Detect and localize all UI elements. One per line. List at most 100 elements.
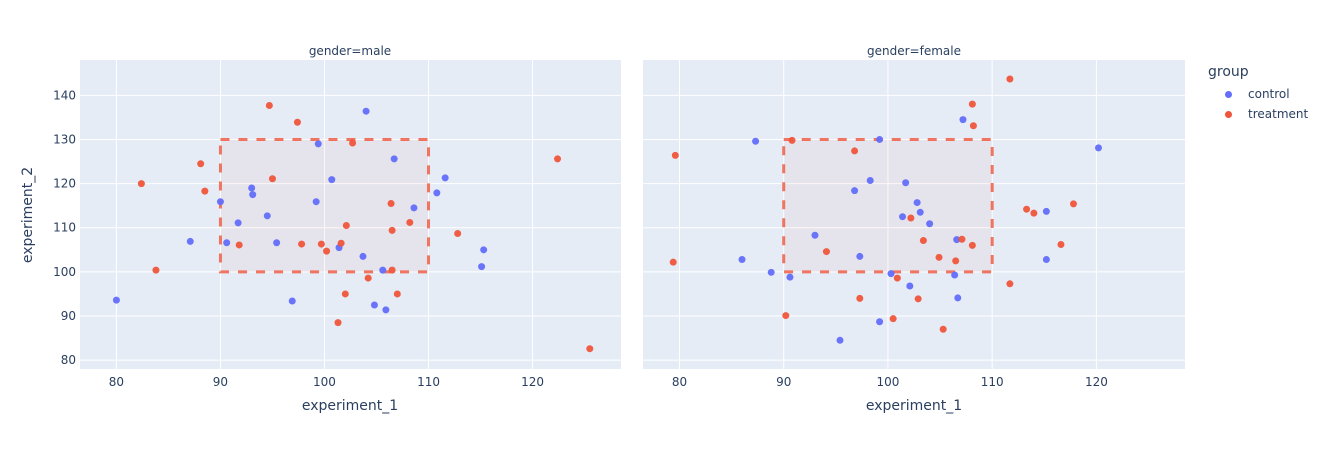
data-point-control[interactable]	[953, 236, 961, 244]
data-point-treatment[interactable]	[851, 147, 859, 155]
data-point-control[interactable]	[851, 187, 859, 195]
data-point-treatment[interactable]	[1069, 200, 1077, 208]
data-point-treatment[interactable]	[388, 266, 396, 274]
data-point-control[interactable]	[856, 252, 864, 260]
data-point-treatment[interactable]	[349, 139, 357, 147]
data-point-treatment[interactable]	[197, 160, 205, 168]
data-point-treatment[interactable]	[265, 101, 273, 109]
plot-background[interactable]	[80, 60, 621, 369]
data-point-control[interactable]	[480, 246, 488, 254]
data-point-control[interactable]	[234, 219, 242, 227]
data-point-treatment[interactable]	[856, 294, 864, 302]
data-point-control[interactable]	[1042, 256, 1050, 264]
data-point-control[interactable]	[752, 137, 760, 145]
data-point-treatment[interactable]	[337, 239, 345, 247]
data-point-treatment[interactable]	[782, 312, 790, 320]
data-point-control[interactable]	[738, 256, 746, 264]
data-point-control[interactable]	[441, 174, 449, 182]
data-point-control[interactable]	[959, 116, 967, 124]
data-point-control[interactable]	[866, 177, 874, 185]
data-point-treatment[interactable]	[952, 257, 960, 265]
data-point-treatment[interactable]	[889, 315, 897, 323]
legend-item-treatment[interactable]: treatment	[1208, 104, 1308, 124]
data-point-treatment[interactable]	[586, 345, 594, 353]
data-point-treatment[interactable]	[323, 247, 331, 255]
data-point-treatment[interactable]	[1006, 280, 1014, 288]
data-point-treatment[interactable]	[268, 175, 276, 183]
data-point-control[interactable]	[1094, 144, 1102, 152]
data-point-treatment[interactable]	[939, 325, 947, 333]
data-point-treatment[interactable]	[914, 295, 922, 303]
data-point-control[interactable]	[390, 155, 398, 163]
data-point-treatment[interactable]	[406, 218, 414, 226]
data-point-control[interactable]	[811, 231, 819, 239]
data-point-treatment[interactable]	[341, 290, 349, 298]
data-point-treatment[interactable]	[1030, 209, 1038, 217]
data-point-treatment[interactable]	[152, 266, 160, 274]
data-point-treatment[interactable]	[968, 241, 976, 249]
data-point-control[interactable]	[263, 212, 271, 220]
plot-background[interactable]	[643, 60, 1185, 369]
data-point-control[interactable]	[954, 294, 962, 302]
data-point-treatment[interactable]	[788, 136, 796, 144]
data-point-treatment[interactable]	[317, 240, 325, 248]
data-point-treatment[interactable]	[822, 248, 830, 256]
data-point-control[interactable]	[328, 176, 336, 184]
data-point-control[interactable]	[410, 204, 418, 212]
data-point-control[interactable]	[379, 266, 387, 274]
data-point-control[interactable]	[913, 199, 921, 207]
data-point-control[interactable]	[478, 263, 486, 271]
data-point-control[interactable]	[906, 282, 914, 290]
data-point-treatment[interactable]	[334, 319, 342, 327]
data-point-control[interactable]	[248, 184, 256, 192]
data-point-treatment[interactable]	[201, 187, 209, 195]
data-point-treatment[interactable]	[1023, 205, 1031, 213]
data-point-control[interactable]	[876, 135, 884, 143]
data-point-control[interactable]	[186, 237, 194, 245]
data-point-treatment[interactable]	[893, 274, 901, 282]
data-point-treatment[interactable]	[919, 237, 927, 245]
data-point-control[interactable]	[926, 220, 934, 228]
data-point-treatment[interactable]	[969, 122, 977, 130]
data-point-treatment[interactable]	[342, 222, 350, 230]
data-point-treatment[interactable]	[387, 199, 395, 207]
data-point-treatment[interactable]	[907, 214, 915, 222]
data-point-treatment[interactable]	[293, 118, 301, 126]
data-point-treatment[interactable]	[393, 290, 401, 298]
data-point-treatment[interactable]	[968, 100, 976, 108]
data-point-control[interactable]	[370, 301, 378, 309]
data-point-control[interactable]	[899, 213, 907, 221]
data-point-control[interactable]	[362, 107, 370, 115]
data-point-control[interactable]	[887, 270, 895, 278]
data-point-control[interactable]	[382, 306, 390, 314]
data-point-control[interactable]	[786, 273, 794, 281]
data-point-control[interactable]	[223, 239, 231, 247]
data-point-treatment[interactable]	[958, 235, 966, 243]
data-point-control[interactable]	[902, 179, 910, 187]
data-point-treatment[interactable]	[298, 240, 306, 248]
data-point-control[interactable]	[288, 297, 296, 305]
data-point-control[interactable]	[1042, 207, 1050, 215]
data-point-treatment[interactable]	[235, 241, 243, 249]
data-point-control[interactable]	[916, 208, 924, 216]
data-point-treatment[interactable]	[554, 155, 562, 163]
data-point-treatment[interactable]	[1006, 75, 1014, 83]
data-point-treatment[interactable]	[935, 253, 943, 261]
data-point-control[interactable]	[767, 268, 775, 276]
data-point-control[interactable]	[112, 296, 120, 304]
legend-item-control[interactable]: control	[1208, 84, 1308, 104]
data-point-control[interactable]	[836, 336, 844, 344]
data-point-control[interactable]	[216, 198, 224, 206]
data-point-treatment[interactable]	[669, 258, 677, 266]
data-point-control[interactable]	[312, 198, 320, 206]
data-point-control[interactable]	[876, 318, 884, 326]
data-point-treatment[interactable]	[671, 151, 679, 159]
data-point-treatment[interactable]	[1057, 241, 1065, 249]
data-point-control[interactable]	[433, 189, 441, 197]
data-point-control[interactable]	[314, 140, 322, 148]
data-point-control[interactable]	[249, 191, 257, 199]
data-point-control[interactable]	[951, 271, 959, 279]
data-point-control[interactable]	[359, 252, 367, 260]
data-point-control[interactable]	[273, 239, 281, 247]
data-point-treatment[interactable]	[364, 274, 372, 282]
